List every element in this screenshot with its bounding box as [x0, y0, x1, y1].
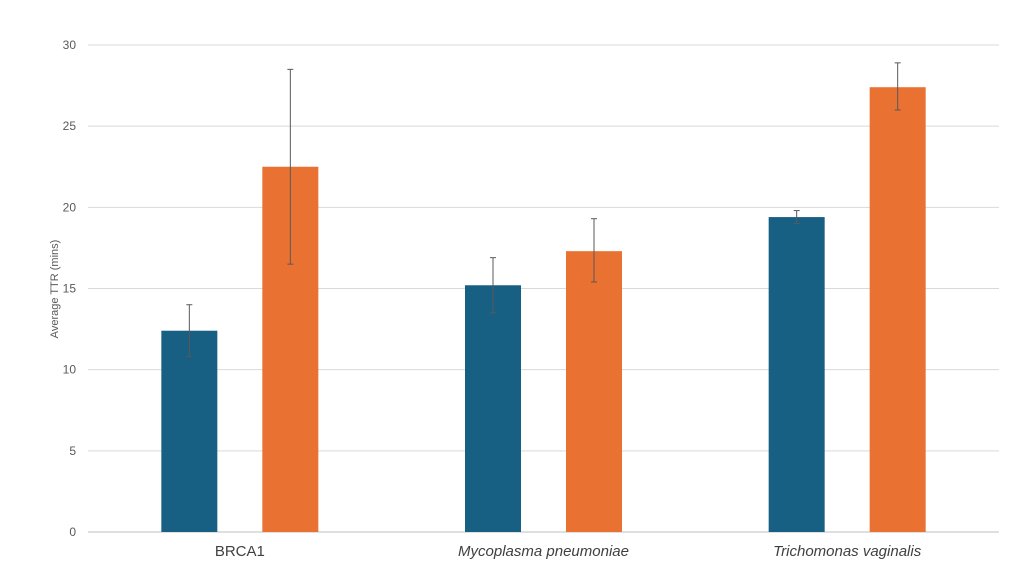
y-axis-title: Average TTR (mins) — [49, 240, 61, 339]
y-tick-label: 15 — [63, 282, 77, 296]
error-bars — [186, 62, 901, 358]
y-tick-label: 20 — [63, 200, 77, 214]
y-tick-label: 0 — [69, 525, 76, 539]
y-tick-label: 10 — [63, 363, 77, 377]
bar — [566, 251, 622, 532]
bars — [161, 87, 926, 532]
y-tick-label: 30 — [63, 38, 77, 52]
x-category-label: Trichomonas vaginalis — [773, 543, 922, 560]
x-category-label: Mycoplasma pneumoniae — [458, 543, 629, 560]
bar — [869, 87, 926, 532]
bar — [161, 330, 218, 532]
gridlines — [88, 44, 999, 533]
bar — [768, 217, 825, 532]
y-axis-ticks: 0 5 10 15 20 25 30 — [63, 38, 77, 539]
y-tick-label: 5 — [69, 444, 76, 458]
bar — [465, 285, 521, 532]
x-category-label: BRCA1 — [215, 543, 265, 560]
x-axis-labels: BRCA1 Mycoplasma pneumoniae Trichomonas va… — [215, 543, 922, 560]
y-tick-label: 25 — [63, 119, 77, 133]
